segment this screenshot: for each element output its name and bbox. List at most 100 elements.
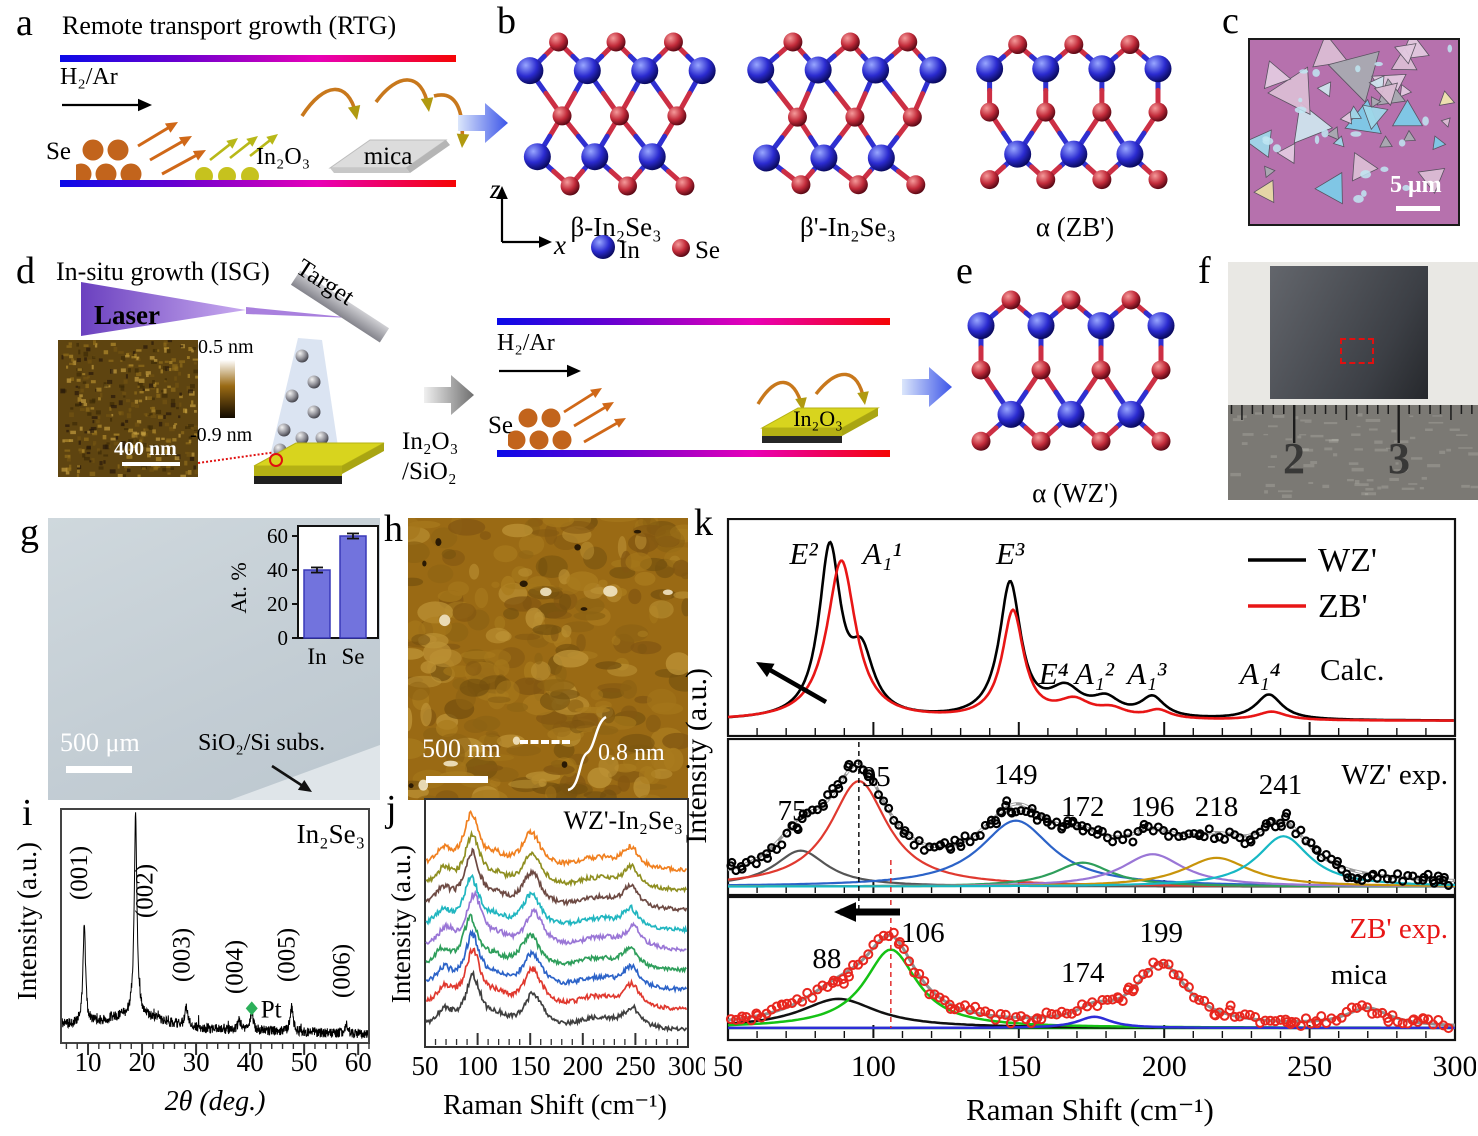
raman-wz-exp-plot: 75 95 149 172 196 218 241 WZ' exp. (726, 738, 1457, 896)
afm-zmin-label: -0.9 nm (190, 424, 253, 446)
svg-text:WZ' exp.: WZ' exp. (1341, 759, 1448, 791)
svg-text:150: 150 (510, 1051, 551, 1081)
scalebar-g-label: 500 μm (60, 728, 140, 757)
svg-text:60: 60 (267, 524, 288, 548)
laser-beam-main (81, 282, 246, 336)
svg-text:A₁²: A₁² (1073, 656, 1115, 691)
svg-text:WZ'-In₂Se₃: WZ'-In₂Se₃ (563, 806, 683, 835)
optical-image-flakes: 5 μm (1245, 31, 1460, 226)
svg-text:150: 150 (996, 1050, 1041, 1083)
raman-calc-plot: E² A₁¹ E³ E⁴ A₁² A₁³ A₁⁴ WZ' ZB' Calc. (726, 518, 1457, 738)
svg-text:(004): (004) (221, 940, 248, 994)
panel-g-label: g (20, 512, 39, 554)
ruler: 2 3 (1228, 405, 1478, 500)
panel-j-xlabel: Raman Shift (cm⁻¹) (443, 1090, 667, 1121)
film-sample (1270, 266, 1428, 399)
scalebar-h-bar (426, 776, 488, 783)
afm-inset-d: 400 nm (58, 340, 200, 479)
svg-text:40: 40 (237, 1047, 264, 1077)
svg-text:20: 20 (267, 592, 288, 616)
coordinate-axes: z x (489, 174, 566, 258)
svg-text:174: 174 (1061, 957, 1105, 989)
substrate-front-face (254, 466, 342, 476)
axis-z-label: z (489, 174, 501, 204)
svg-text:75: 75 (777, 795, 806, 827)
crystal-structure-beta-prime (747, 32, 947, 195)
svg-text:E⁴: E⁴ (1038, 656, 1069, 691)
panel-i-ylabel: Intensity (a.u.) (12, 842, 42, 1001)
svg-text:ZB' exp.: ZB' exp. (1349, 913, 1448, 945)
afm-image-h: 500 nm 0.8 nm (391, 508, 702, 809)
svg-text:A₁⁴: A₁⁴ (1238, 656, 1281, 691)
svg-text:(001): (001) (66, 846, 93, 900)
svg-text:199: 199 (1140, 917, 1184, 949)
structure-name-beta: β-In₂Se₃ (570, 212, 662, 242)
structure-name-beta-prime: β'-In₂Se₃ (800, 212, 896, 242)
svg-text:250: 250 (615, 1051, 656, 1081)
svg-text:20: 20 (129, 1047, 156, 1077)
panel-j-label: j (386, 788, 397, 830)
scalebar-h-label: 500 nm (422, 734, 501, 763)
svg-text:172: 172 (1061, 791, 1105, 823)
svg-text:(006): (006) (328, 944, 355, 998)
oxide-side-face (842, 408, 878, 436)
deposition-arrow-mica-right (433, 93, 470, 148)
afm-colorbar (220, 360, 235, 418)
structure-name-alpha-zb: α (ZB') (1035, 212, 1115, 242)
se-cluster-mid (508, 388, 626, 450)
furnace-tube-top-bar-a (60, 55, 456, 62)
svg-text:(003): (003) (168, 928, 195, 982)
scalebar-c-bar (1396, 206, 1440, 211)
process-arrow-d-to-mid (424, 375, 474, 415)
mica-substrate: mica (328, 139, 450, 173)
ruler-number-3: 3 (1388, 434, 1410, 483)
svg-text:200: 200 (1142, 1050, 1187, 1083)
arrow-shape (424, 375, 474, 415)
svg-text:0: 0 (278, 626, 289, 650)
panel-k-xlabel: Raman Shift (cm⁻¹) (966, 1092, 1214, 1127)
scalebar-g-bar (66, 766, 132, 773)
svg-text:300: 300 (1433, 1050, 1477, 1083)
svg-text:100: 100 (851, 1050, 896, 1083)
step-profile-curve (567, 715, 607, 792)
oxide-substrate-mid: In₂O₃ (756, 372, 880, 443)
panel-b-label: b (497, 0, 516, 42)
laser-beam (81, 282, 354, 336)
panel-d-label: d (16, 250, 35, 292)
raman-zb-exp-plot: 88 106 174 199 mica ZB' exp. 50 100 150 200 250 300 (713, 896, 1477, 1083)
svg-text:In₂Se₃: In₂Se₃ (297, 819, 365, 849)
svg-text:WZ': WZ' (1318, 542, 1377, 579)
svg-text:218: 218 (1195, 791, 1239, 823)
scalebar-c-label: 5 μm (1390, 172, 1442, 198)
xrd-plot: 10 20 30 40 50 60 (001) (002) (003) (004) Pt (005) (… (60, 808, 372, 1077)
svg-text:mica: mica (1331, 959, 1387, 991)
svg-text:60: 60 (345, 1047, 372, 1077)
panel-c-label: c (1222, 0, 1239, 42)
step-height-label: 0.8 nm (598, 740, 665, 766)
in2o3-sio2-substrate (253, 442, 385, 484)
svg-text:88: 88 (812, 943, 841, 975)
afm-scalebar-bar (122, 462, 180, 466)
crystal-structure-alpha-zb (976, 35, 1172, 190)
oxide-base (762, 436, 842, 443)
substrate-label-line2: /SiO₂ (402, 458, 457, 485)
svg-text:(002): (002) (132, 864, 159, 918)
furnace-tube-top-bar-mid (497, 318, 890, 325)
axis-x-label: x (553, 230, 566, 258)
substrate-pointer-arrow (271, 764, 312, 792)
svg-text:E³: E³ (995, 536, 1025, 571)
afm-texture-d (58, 340, 200, 479)
svg-text:40: 40 (267, 558, 288, 582)
process-arrow-a-to-b (458, 103, 508, 143)
sample-photo (1228, 262, 1478, 405)
svg-text:196: 196 (1131, 791, 1175, 823)
svg-text:At. %: At. % (226, 562, 251, 613)
laser-label: Laser (94, 300, 160, 330)
panel-i-label: i (22, 792, 33, 834)
svg-text:(005): (005) (274, 928, 301, 982)
svg-text:300: 300 (668, 1051, 705, 1081)
oxide-label-mid: In₂O₃ (793, 406, 843, 431)
svg-text:200: 200 (563, 1051, 604, 1081)
oxide-front-face (762, 428, 842, 436)
